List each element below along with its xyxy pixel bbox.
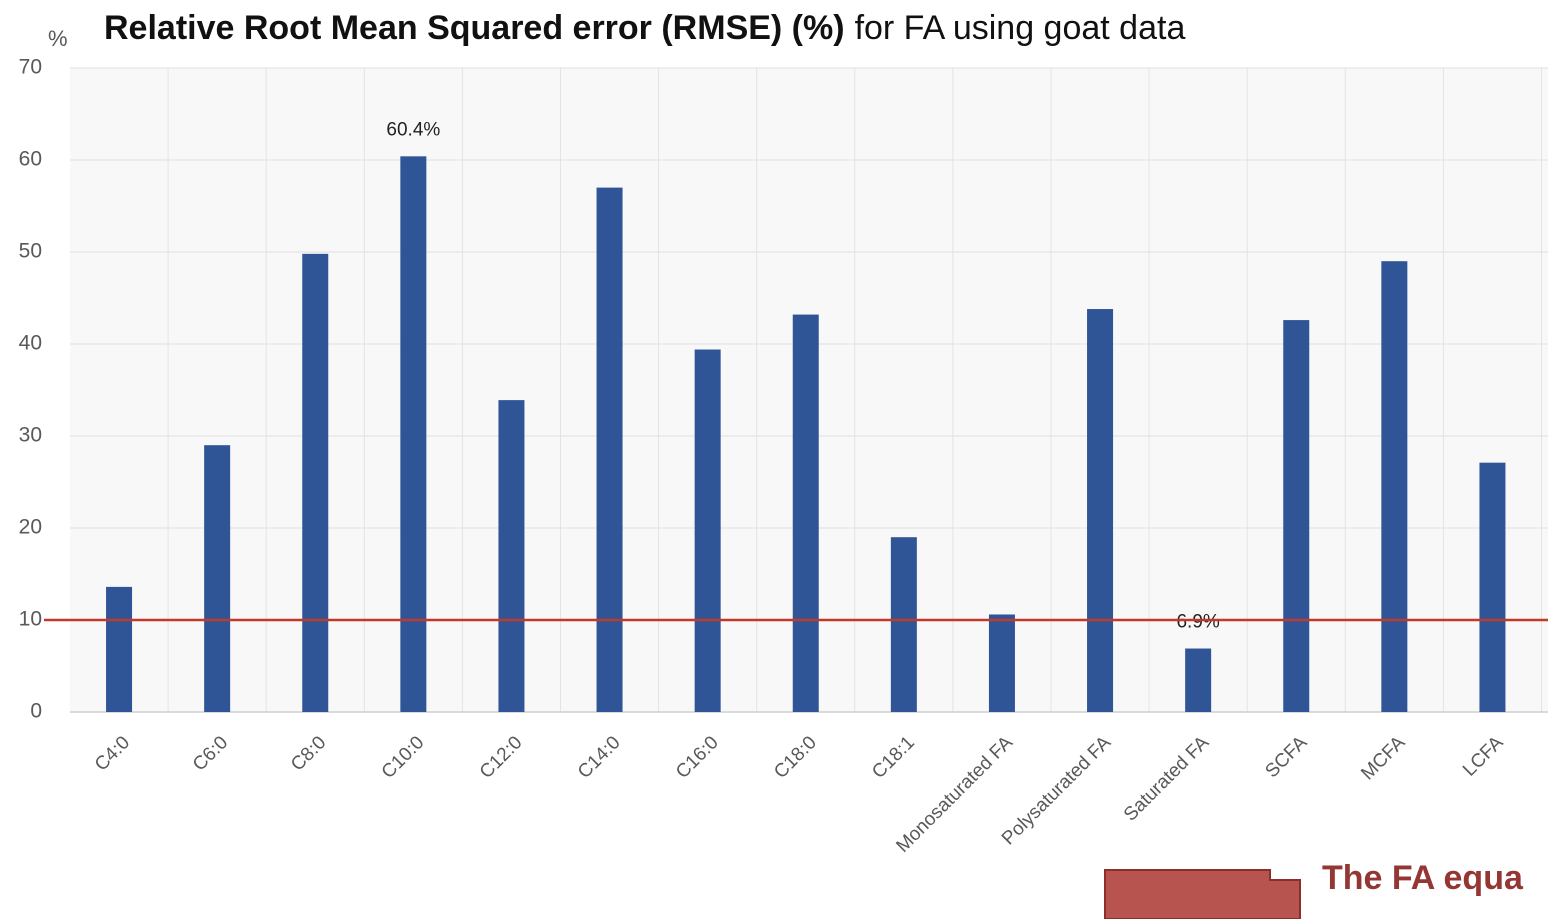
x-tick-label: C6:0 — [189, 732, 232, 775]
x-tick-label: C18:1 — [868, 732, 919, 783]
x-tick-label: C12:0 — [476, 732, 527, 783]
data-label: 6.9% — [1176, 612, 1219, 633]
x-tick-label: MCFA — [1357, 732, 1409, 784]
y-axis-unit: % — [48, 26, 68, 51]
bar — [1381, 261, 1408, 712]
bar — [988, 614, 1015, 712]
y-tick-label: 30 — [19, 424, 42, 447]
y-tick-label: 70 — [19, 56, 42, 79]
x-tick-label: C14:0 — [574, 732, 625, 783]
y-tick-label: 60 — [19, 148, 42, 171]
bar — [792, 314, 819, 712]
title-rest: for FA using goat data — [855, 9, 1186, 47]
x-tick-label: Polysaturated FA — [998, 732, 1115, 849]
x-tick-label: SCFA — [1261, 732, 1311, 782]
y-tick-label: 20 — [19, 516, 42, 539]
annotation: The FA equa — [1322, 859, 1524, 897]
x-tick-label: C16:0 — [672, 732, 723, 783]
x-tick-label: C10:0 — [378, 732, 429, 783]
bar — [400, 156, 427, 712]
data-label: 60.4% — [386, 119, 440, 140]
bar — [498, 400, 525, 712]
bar — [1087, 309, 1114, 712]
x-tick-label: LCFA — [1459, 732, 1508, 781]
x-tick-label: C8:0 — [287, 732, 330, 775]
y-tick-label: 40 — [19, 332, 42, 355]
y-tick-label: 0 — [30, 700, 42, 723]
chart-title: Relative Root Mean Squared error (RMSE) … — [104, 9, 1185, 47]
bar — [204, 445, 231, 712]
arrow — [1104, 869, 1301, 919]
bar — [106, 586, 133, 712]
bar — [890, 537, 917, 712]
y-tick-label: 50 — [19, 240, 42, 263]
bar — [1479, 462, 1506, 712]
bar — [302, 253, 329, 712]
x-tick-label: C4:0 — [91, 732, 134, 775]
bar — [596, 187, 623, 713]
bar — [1185, 648, 1212, 712]
bar — [1283, 320, 1310, 712]
bar — [694, 349, 721, 712]
y-tick-label: 10 — [19, 608, 42, 631]
title-bold: Relative Root Mean Squared error (RMSE) … — [104, 9, 845, 47]
x-tick-label: C18:0 — [770, 732, 821, 783]
x-tick-label: Saturated FA — [1120, 732, 1213, 825]
